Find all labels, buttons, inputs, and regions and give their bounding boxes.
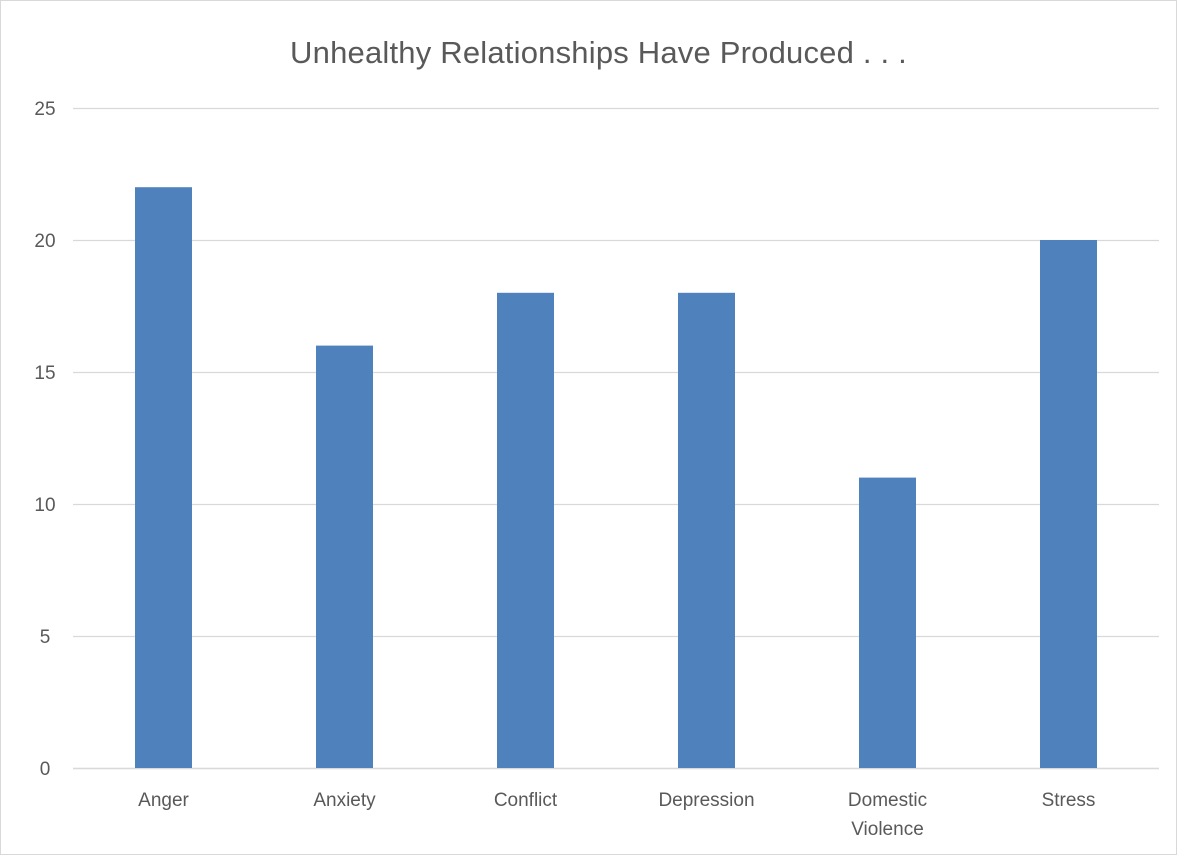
bar-stress xyxy=(1040,240,1097,768)
gridlines xyxy=(73,107,1159,770)
x-category-label: Anxiety xyxy=(313,790,376,811)
x-category-label: Depression xyxy=(658,790,754,811)
bar-domestic-violence xyxy=(859,477,916,768)
x-category-label: Domestic xyxy=(848,790,927,811)
y-tick-label: 15 xyxy=(34,363,55,384)
y-tick-label: 25 xyxy=(34,99,55,120)
y-tick-label: 5 xyxy=(40,627,51,648)
y-axis-tick-labels: 0 5 10 15 20 25 xyxy=(34,99,55,780)
y-tick-label: 10 xyxy=(34,495,55,516)
y-tick-label: 0 xyxy=(40,759,51,780)
x-axis-category-labels: Anger Anxiety Conflict Depression Domestic Vi… xyxy=(138,790,1095,840)
chart-title: Unhealthy Relationships Have Produced . … xyxy=(290,35,907,70)
x-category-label: Violence xyxy=(851,819,924,840)
bars xyxy=(135,187,1097,768)
bar-anxiety xyxy=(316,345,373,768)
y-tick-label: 20 xyxy=(34,231,55,252)
x-category-label: Anger xyxy=(138,790,189,811)
x-category-label: Conflict xyxy=(494,790,558,811)
bar-conflict xyxy=(497,292,554,768)
x-category-label: Stress xyxy=(1042,790,1096,811)
bar-anger xyxy=(135,187,192,768)
bar-depression xyxy=(678,292,735,768)
